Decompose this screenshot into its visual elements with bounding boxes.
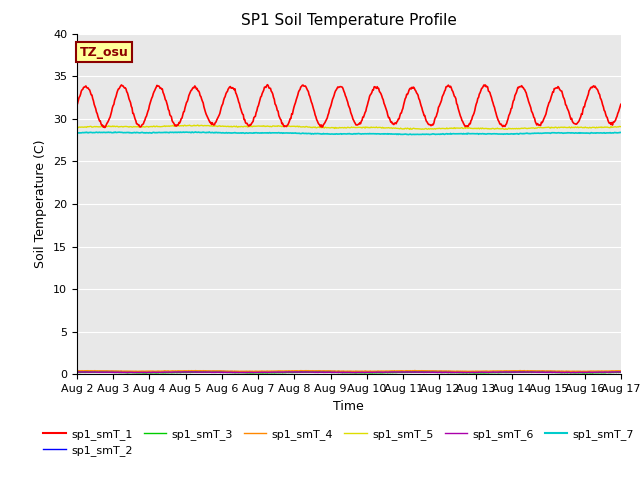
- sp1_smT_6: [139, 370, 147, 375]
- sp1_smT_1: [617, 101, 625, 107]
- sp1_smT_3: [195, 369, 202, 375]
- sp1_smT_6: [223, 370, 230, 375]
- sp1_smT_2: [372, 370, 380, 375]
- sp1_smT_3: [470, 370, 478, 376]
- sp1_smT_3: [73, 370, 81, 375]
- Line: sp1_smT_3: sp1_smT_3: [77, 372, 621, 373]
- sp1_smT_5: [223, 123, 231, 129]
- sp1_smT_7: [417, 132, 424, 137]
- sp1_smT_3: [617, 370, 625, 375]
- sp1_smT_4: [83, 368, 90, 373]
- sp1_smT_2: [223, 369, 230, 374]
- sp1_smT_2: [417, 369, 424, 374]
- sp1_smT_4: [617, 368, 625, 374]
- sp1_smT_5: [139, 124, 147, 130]
- sp1_smT_7: [433, 132, 440, 137]
- sp1_smT_3: [83, 369, 90, 375]
- sp1_smT_5: [194, 122, 202, 128]
- sp1_smT_5: [83, 124, 90, 130]
- Line: sp1_smT_7: sp1_smT_7: [77, 132, 621, 134]
- sp1_smT_1: [264, 82, 271, 87]
- sp1_smT_5: [195, 123, 202, 129]
- sp1_smT_7: [617, 130, 625, 135]
- sp1_smT_4: [194, 368, 202, 373]
- sp1_smT_3: [140, 370, 147, 376]
- sp1_smT_3: [223, 370, 231, 375]
- sp1_smT_5: [417, 126, 424, 132]
- sp1_smT_6: [83, 369, 90, 375]
- Text: TZ_osu: TZ_osu: [79, 46, 128, 59]
- sp1_smT_2: [139, 369, 147, 375]
- sp1_smT_1: [433, 114, 440, 120]
- Line: sp1_smT_2: sp1_smT_2: [77, 371, 621, 372]
- sp1_smT_2: [194, 369, 202, 374]
- sp1_smT_2: [433, 369, 440, 374]
- sp1_smT_7: [192, 129, 200, 135]
- Title: SP1 Soil Temperature Profile: SP1 Soil Temperature Profile: [241, 13, 457, 28]
- sp1_smT_4: [464, 369, 472, 374]
- sp1_smT_4: [416, 368, 424, 373]
- sp1_smT_3: [416, 369, 424, 375]
- Legend: sp1_smT_1, sp1_smT_2, sp1_smT_3, sp1_smT_4, sp1_smT_5, sp1_smT_6, sp1_smT_7: sp1_smT_1, sp1_smT_2, sp1_smT_3, sp1_smT…: [39, 424, 639, 460]
- sp1_smT_6: [194, 369, 202, 375]
- sp1_smT_6: [617, 369, 625, 375]
- sp1_smT_6: [567, 370, 575, 375]
- sp1_smT_2: [317, 368, 324, 374]
- sp1_smT_5: [617, 124, 625, 130]
- sp1_smT_7: [404, 132, 412, 137]
- sp1_smT_1: [101, 125, 109, 131]
- sp1_smT_2: [73, 369, 81, 375]
- sp1_smT_1: [195, 88, 202, 94]
- sp1_smT_4: [73, 368, 81, 374]
- sp1_smT_5: [73, 124, 81, 130]
- Line: sp1_smT_1: sp1_smT_1: [77, 84, 621, 128]
- sp1_smT_3: [431, 370, 439, 375]
- sp1_smT_7: [73, 130, 81, 136]
- sp1_smT_7: [223, 130, 231, 136]
- sp1_smT_5: [433, 126, 440, 132]
- sp1_smT_7: [195, 129, 202, 135]
- sp1_smT_7: [83, 129, 90, 135]
- sp1_smT_5: [406, 127, 413, 132]
- sp1_smT_4: [139, 368, 147, 374]
- sp1_smT_6: [614, 369, 621, 375]
- Y-axis label: Soil Temperature (C): Soil Temperature (C): [35, 140, 47, 268]
- sp1_smT_1: [73, 103, 81, 108]
- sp1_smT_4: [411, 368, 419, 373]
- sp1_smT_6: [415, 369, 422, 375]
- sp1_smT_1: [223, 89, 231, 95]
- sp1_smT_2: [83, 369, 90, 374]
- sp1_smT_1: [83, 84, 90, 90]
- sp1_smT_6: [73, 369, 81, 375]
- sp1_smT_1: [417, 100, 424, 106]
- sp1_smT_7: [139, 130, 147, 135]
- Line: sp1_smT_4: sp1_smT_4: [77, 371, 621, 372]
- X-axis label: Time: Time: [333, 400, 364, 413]
- sp1_smT_6: [431, 370, 438, 375]
- Line: sp1_smT_5: sp1_smT_5: [77, 125, 621, 130]
- sp1_smT_2: [617, 369, 625, 375]
- sp1_smT_4: [223, 368, 230, 374]
- sp1_smT_1: [140, 121, 147, 127]
- sp1_smT_3: [84, 369, 92, 375]
- sp1_smT_4: [431, 368, 439, 374]
